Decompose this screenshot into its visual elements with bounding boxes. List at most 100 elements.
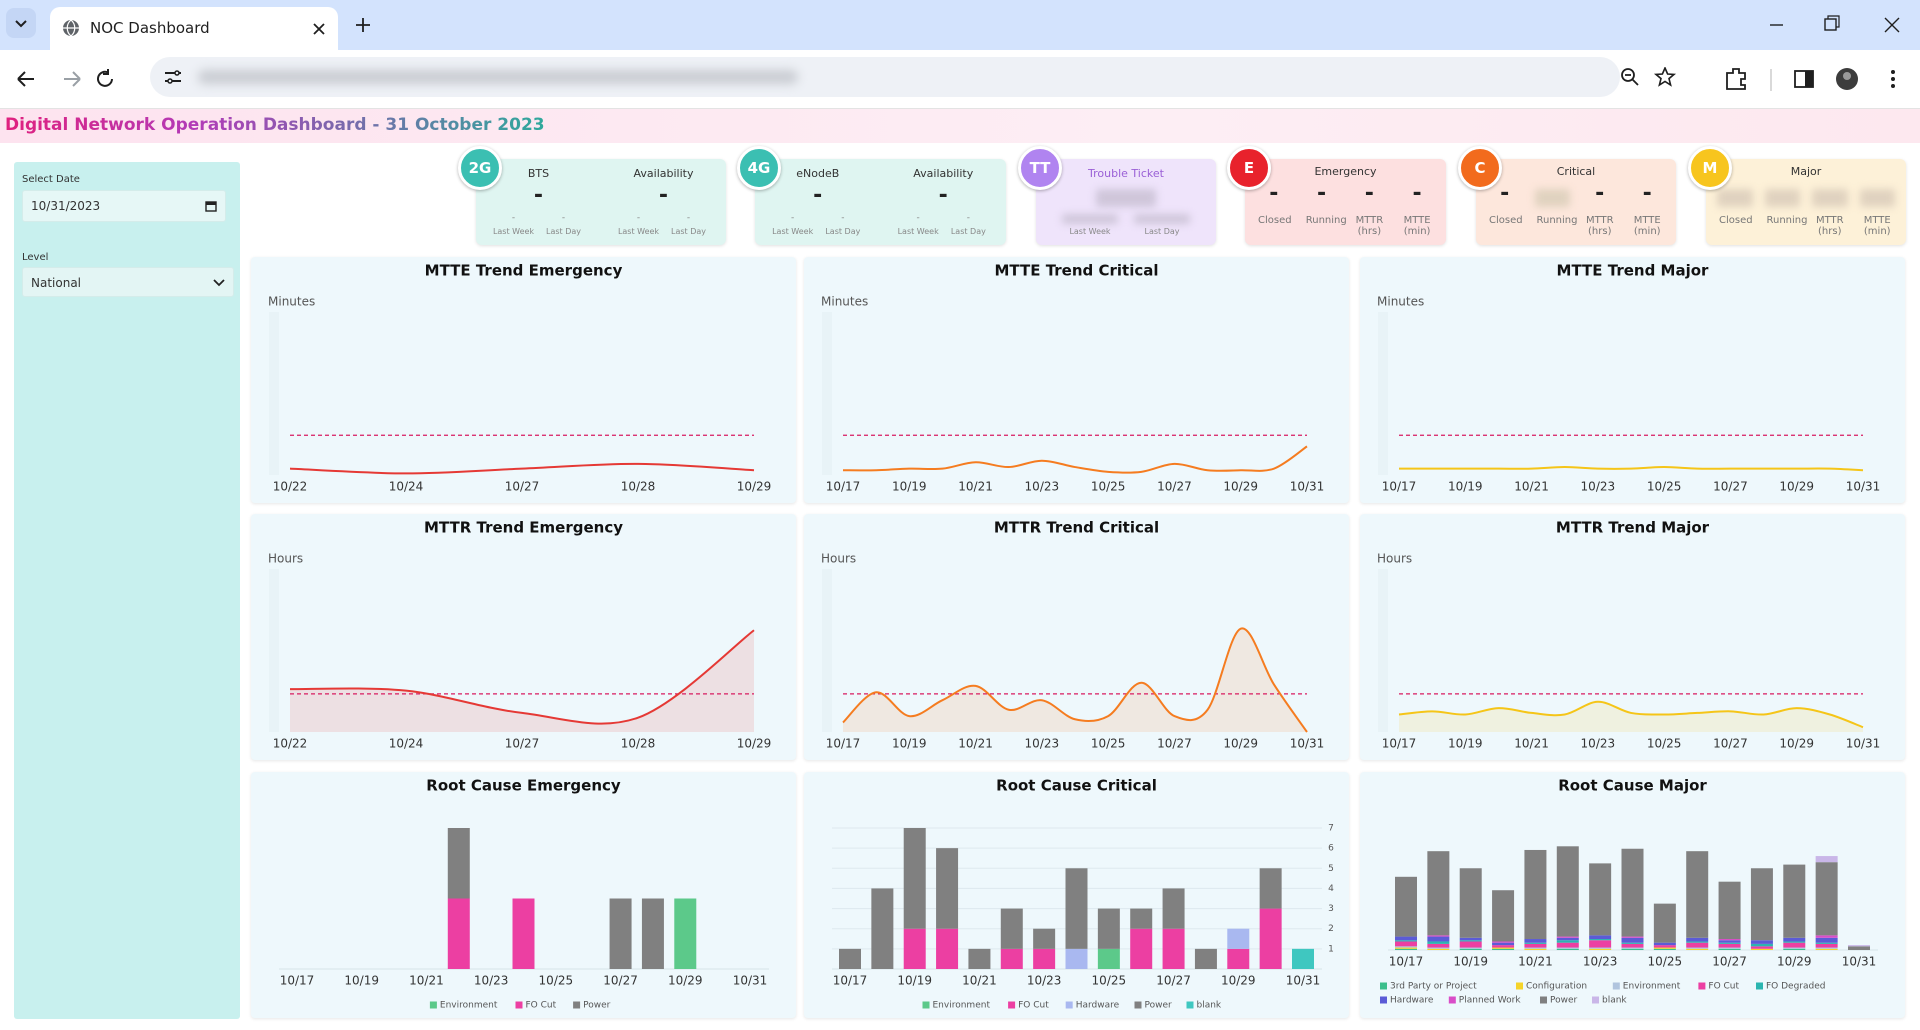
chart-panel: MTTE Trend Critical Minutes 10/17 10/19 10/2… [804, 257, 1349, 503]
bar-segment [1686, 851, 1709, 938]
bar-segment [1686, 948, 1709, 950]
y-tick-label: 4 [1328, 884, 1334, 894]
bar-segment [1556, 947, 1579, 949]
trend-line [842, 445, 1308, 474]
bar-segment [1556, 937, 1579, 941]
x-tick-label: 10/19 [1448, 480, 1483, 494]
bar-segment [1783, 941, 1806, 943]
y-axis-label: Hours [821, 552, 856, 566]
nav-buttons[interactable] [14, 66, 124, 92]
kpi-metric-label: MTTE (min) [1633, 215, 1661, 237]
bar-segment [1427, 943, 1450, 948]
bar-segment [1427, 851, 1450, 936]
bar-segment [1589, 863, 1612, 936]
x-tick-label: 10/29 [1221, 974, 1256, 988]
x-tick-label: 10/25 [1091, 480, 1126, 494]
kpi-value: - [1642, 181, 1652, 206]
x-tick-label: 10/21 [1518, 955, 1553, 969]
bar-segment [1524, 942, 1547, 944]
x-tick-label: 10/31 [1286, 974, 1321, 988]
kpi-metric-label: Closed [1489, 215, 1523, 226]
kpi-label: Availability [633, 167, 694, 180]
x-tick-label: 10/24 [389, 737, 424, 751]
site-info-icon[interactable] [164, 69, 182, 85]
x-tick-label: 10/29 [1779, 737, 1814, 751]
new-tab-button[interactable] [355, 17, 371, 33]
bar-segment [1259, 908, 1282, 969]
bar-segment [1556, 936, 1579, 938]
dashboard-title: Digital Network Operation Dashboard - 31… [5, 115, 545, 135]
x-tick-label: 10/17 [1382, 480, 1417, 494]
legend-swatch [1592, 996, 1599, 1004]
bar-segment [1718, 943, 1741, 948]
legend-label: Environment [1623, 982, 1681, 992]
bar-segment [1000, 908, 1023, 949]
bar-segment [1815, 948, 1838, 950]
bar-segment [1750, 943, 1773, 947]
kpi-value: - [813, 183, 823, 208]
x-tick-label: 10/25 [539, 974, 574, 988]
x-tick-label: 10/27 [1157, 737, 1192, 751]
chart: Root Cause Critical 1 2 3 4 5 6 7 10/17 10/19 10/2… [832, 777, 1334, 1011]
kpi-card: Critical - Closed Running - MTTR (hrs) - MTTE (… [1476, 159, 1676, 245]
kpi-sub-label: Last Week [772, 227, 814, 236]
y-axis-label: Hours [1377, 552, 1412, 566]
chart: Root Cause Emergency 10/17 10/19 10/21 10/23… [279, 777, 769, 1011]
bar-segment [1162, 888, 1185, 929]
legend-swatch [1134, 1001, 1142, 1009]
x-tick-label: 10/17 [280, 974, 315, 988]
x-tick-label: 10/29 [1223, 737, 1258, 751]
x-tick-label: 10/31 [733, 974, 768, 988]
legend-swatch [573, 1001, 581, 1009]
bar-segment [1718, 939, 1741, 941]
kpi-label: Major [1790, 165, 1822, 178]
kpi-label: Emergency [1314, 165, 1377, 178]
kpi-sub-label: Last Day [670, 227, 706, 236]
kpi-card: eNodeB - - Last Week - Last Day Availability - -… [755, 159, 1006, 245]
tab[interactable]: NOC Dashboard [50, 7, 338, 50]
chart: MTTE Trend Major Minutes 10/17 10/19 10/21 10… [1377, 262, 1880, 494]
bar-segment [1292, 948, 1314, 969]
tab-close[interactable] [312, 22, 326, 36]
chart-title: MTTE Trend Emergency [425, 262, 623, 280]
bar-segment [1686, 937, 1709, 942]
bar-segment [1815, 862, 1838, 936]
chart-panel: Root Cause Emergency 10/17 10/19 10/21 10/23… [251, 772, 796, 1018]
x-tick-label: 10/29 [737, 737, 772, 751]
y-tick-label: 2 [1328, 924, 1334, 934]
address-bar[interactable] [150, 57, 1677, 97]
date-input[interactable]: 10/31/2023 [22, 190, 226, 222]
address-actions[interactable] [1620, 67, 1680, 87]
bar-segment [1621, 848, 1644, 937]
kpi-sub-label: Last Day [825, 227, 861, 236]
kpi-badge: M [1688, 146, 1732, 190]
y-axis-stub [1378, 312, 1388, 475]
kpi-label: Trouble Ticket [1088, 167, 1164, 180]
kpi-value: - [938, 183, 948, 208]
level-select[interactable]: National [22, 267, 234, 297]
x-tick-label: 10/22 [273, 737, 308, 751]
kpi-metric-label: MTTR (hrs) [1585, 215, 1614, 237]
browser-actions[interactable] [1725, 67, 1905, 93]
legend-swatch [1186, 1001, 1194, 1009]
kpi-card: Emergency - Closed - Running - MTTR (hrs) - MTTE… [1245, 159, 1446, 245]
trend-line [842, 627, 1308, 733]
kpi-sub-value: - [966, 213, 970, 223]
bar-segment [1750, 948, 1773, 950]
bar-segment [903, 928, 926, 969]
kpi-value: - [1500, 181, 1510, 206]
bar-segment [1589, 939, 1612, 941]
x-tick-label: 10/19 [344, 974, 379, 988]
bar-segment [1395, 941, 1417, 947]
x-tick-label: 10/21 [958, 480, 993, 494]
bar-segment [1130, 908, 1153, 929]
bar-segment [1524, 947, 1547, 949]
tab-search-button[interactable] [6, 8, 36, 38]
window-controls[interactable] [1765, 15, 1915, 35]
bar-segment [1097, 948, 1120, 969]
bar-segment [1589, 947, 1612, 949]
x-tick-label: 10/28 [621, 480, 656, 494]
bar-segment [1653, 948, 1676, 950]
calendar-icon [205, 201, 217, 212]
bar-segment [1621, 937, 1644, 943]
